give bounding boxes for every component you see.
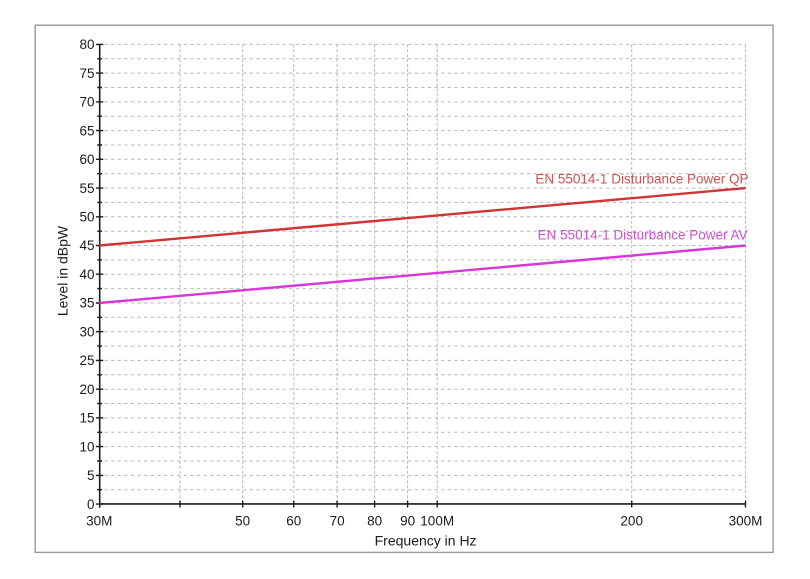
svg-text:55: 55 (79, 181, 94, 196)
svg-text:50: 50 (79, 210, 94, 225)
svg-text:70: 70 (330, 514, 345, 529)
svg-text:45: 45 (79, 238, 94, 253)
svg-text:EN 55014-1 Disturbance Power A: EN 55014-1 Disturbance Power AV (538, 228, 748, 243)
svg-text:70: 70 (79, 95, 94, 110)
svg-text:100M: 100M (420, 514, 454, 529)
svg-text:15: 15 (79, 411, 94, 426)
svg-text:80: 80 (79, 37, 94, 52)
svg-text:90: 90 (400, 514, 415, 529)
svg-text:Frequency in Hz: Frequency in Hz (375, 532, 477, 548)
svg-text:60: 60 (286, 514, 301, 529)
svg-text:65: 65 (79, 123, 94, 138)
svg-text:60: 60 (79, 152, 94, 167)
svg-text:20: 20 (79, 382, 94, 397)
svg-text:80: 80 (367, 514, 382, 529)
svg-text:EN 55014-1 Disturbance Power Q: EN 55014-1 Disturbance Power QP (535, 171, 748, 186)
svg-text:35: 35 (79, 296, 94, 311)
svg-text:75: 75 (79, 66, 94, 81)
svg-text:200: 200 (620, 514, 643, 529)
svg-text:0: 0 (87, 497, 95, 512)
svg-text:10: 10 (79, 439, 94, 454)
svg-text:30: 30 (79, 324, 94, 339)
svg-text:5: 5 (87, 468, 95, 483)
svg-text:40: 40 (79, 267, 94, 282)
svg-text:300M: 300M (729, 514, 763, 529)
svg-text:25: 25 (79, 353, 94, 368)
svg-text:30M: 30M (86, 514, 112, 529)
svg-text:Level in dBpW: Level in dBpW (55, 225, 71, 316)
svg-text:50: 50 (235, 514, 250, 529)
